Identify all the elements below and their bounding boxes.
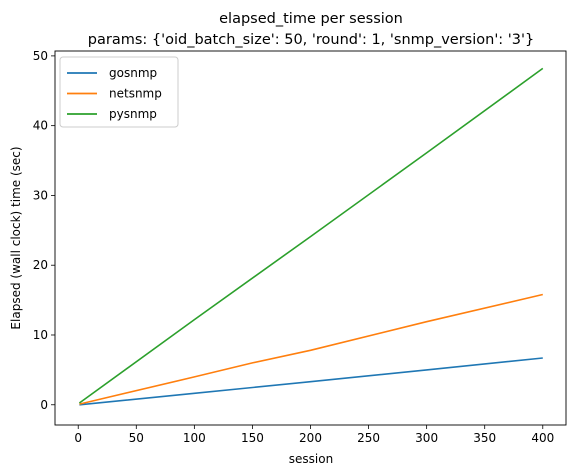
plot-frame bbox=[54, 50, 567, 426]
axis-ticks: 0 50 100 150 200 250 300 350 400 0 10 20 30 40 50 bbox=[33, 49, 555, 445]
y-tick-label: 0 bbox=[40, 398, 48, 412]
series-line-pysnmp bbox=[78, 67, 544, 404]
chart-series bbox=[78, 67, 544, 406]
chart-subtitle: params: {'oid_batch_size': 50, 'round': … bbox=[88, 32, 534, 48]
x-tick-label: 50 bbox=[129, 431, 144, 445]
x-tick-label: 350 bbox=[473, 431, 496, 445]
legend-box bbox=[59, 56, 179, 128]
y-tick-label: 20 bbox=[33, 258, 48, 272]
y-tick-label: 10 bbox=[33, 328, 48, 342]
x-tick-label: 150 bbox=[241, 431, 264, 445]
x-tick-label: 100 bbox=[183, 431, 206, 445]
x-tick-label: 200 bbox=[299, 431, 322, 445]
legend-label-pysnmp: pysnmp bbox=[109, 107, 157, 121]
legend-label-gosnmp: gosnmp bbox=[109, 66, 157, 80]
y-tick-label: 40 bbox=[33, 119, 48, 133]
x-tick-label: 0 bbox=[74, 431, 82, 445]
y-axis-label: Elapsed (wall clock) time (sec) bbox=[9, 146, 23, 329]
x-tick-label: 300 bbox=[415, 431, 438, 445]
y-tick-label: 50 bbox=[33, 49, 48, 63]
series-line-netsnmp bbox=[79, 293, 543, 405]
chart-title: elapsed_time per session bbox=[219, 11, 403, 27]
legend: gosnmp netsnmp pysnmp bbox=[59, 56, 179, 128]
x-tick-label: 250 bbox=[357, 431, 380, 445]
series-line-gosnmp bbox=[79, 357, 543, 406]
x-axis-label: session bbox=[289, 452, 333, 466]
legend-label-netsnmp: netsnmp bbox=[109, 87, 162, 101]
x-tick-label: 400 bbox=[531, 431, 554, 445]
y-tick-label: 30 bbox=[33, 188, 48, 202]
